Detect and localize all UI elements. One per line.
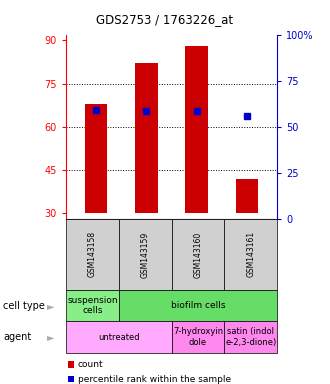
- Text: 7-hydroxyin
dole: 7-hydroxyin dole: [173, 328, 223, 347]
- Text: GSM143161: GSM143161: [246, 231, 255, 278]
- Text: count: count: [78, 360, 103, 369]
- Text: cell type: cell type: [3, 301, 45, 311]
- Bar: [236, 179, 258, 213]
- Bar: [185, 46, 208, 213]
- Text: percentile rank within the sample: percentile rank within the sample: [78, 374, 231, 384]
- Text: satin (indol
e-2,3-dione): satin (indol e-2,3-dione): [225, 328, 277, 347]
- Text: ►: ►: [48, 332, 55, 342]
- Text: GSM143159: GSM143159: [141, 231, 150, 278]
- Text: biofilm cells: biofilm cells: [171, 301, 225, 310]
- Text: ►: ►: [48, 301, 55, 311]
- Bar: [85, 104, 108, 213]
- Text: GDS2753 / 1763226_at: GDS2753 / 1763226_at: [96, 13, 234, 26]
- Text: suspension
cells: suspension cells: [67, 296, 118, 315]
- Text: agent: agent: [3, 332, 32, 342]
- Text: GSM143158: GSM143158: [88, 231, 97, 278]
- Text: untreated: untreated: [98, 333, 140, 342]
- Text: GSM143160: GSM143160: [193, 231, 203, 278]
- Bar: [135, 63, 158, 213]
